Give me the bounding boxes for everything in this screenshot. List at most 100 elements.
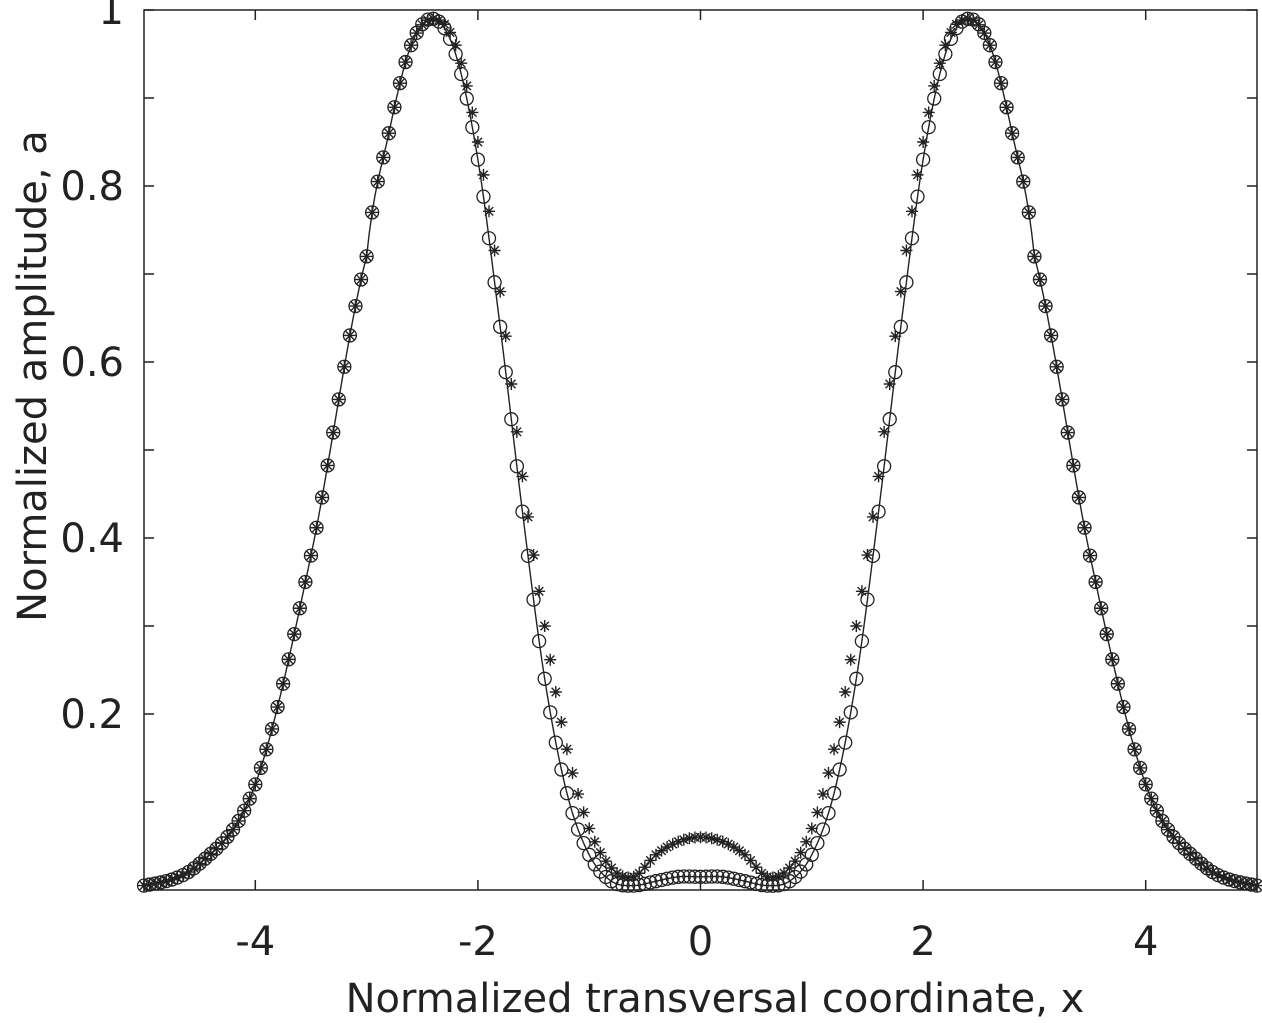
circle-marker <box>1144 791 1159 806</box>
star-marker <box>805 822 818 835</box>
star-marker <box>822 767 835 780</box>
circle-marker <box>470 152 486 167</box>
star-marker <box>494 285 507 298</box>
circle-marker <box>1088 574 1103 590</box>
star-marker <box>861 549 874 562</box>
circle-marker <box>403 38 419 53</box>
star-marker <box>928 79 941 92</box>
star-marker <box>193 857 206 870</box>
star-marker <box>572 788 585 801</box>
star-markers <box>138 12 1262 892</box>
star-marker <box>627 870 640 883</box>
circle-markers <box>136 11 1262 893</box>
star-marker <box>388 101 401 114</box>
star-marker <box>905 205 918 218</box>
star-marker <box>260 743 273 756</box>
circle-marker <box>376 150 391 165</box>
star-marker <box>360 250 373 263</box>
star-marker <box>510 425 523 438</box>
circle-marker <box>1110 676 1126 691</box>
circle-marker <box>1060 425 1075 440</box>
circle-marker <box>1132 760 1148 776</box>
circle-marker <box>1055 392 1070 407</box>
circle-marker <box>821 805 836 821</box>
star-marker <box>616 870 629 883</box>
star-marker <box>705 832 718 845</box>
star-marker <box>1195 857 1208 870</box>
tick-labels: -4 -2 0 2 4 0.2 0.4 0.6 0.8 1 <box>60 0 1158 965</box>
circle-marker <box>348 298 363 314</box>
circle-marker <box>737 874 753 889</box>
circle-marker <box>237 803 252 818</box>
x-tick-label: -2 <box>458 919 498 965</box>
y-axis-label: Normalized amplitude, a <box>10 130 56 622</box>
star-marker <box>649 848 662 861</box>
star-marker <box>560 743 573 756</box>
star-marker <box>160 875 173 888</box>
star-marker <box>1089 576 1102 589</box>
star-marker <box>855 585 868 598</box>
star-marker <box>471 136 484 148</box>
circle-marker <box>548 735 563 750</box>
star-marker <box>210 842 223 855</box>
star-marker <box>288 628 301 641</box>
star-marker <box>872 470 885 483</box>
circle-marker <box>899 275 914 290</box>
y-tick-label: 0.4 <box>60 516 124 562</box>
circle-marker <box>838 735 853 750</box>
star-marker <box>227 823 240 836</box>
circle-marker <box>314 490 330 505</box>
circle-marker <box>1004 126 1020 141</box>
x-tick-label: -4 <box>235 919 275 965</box>
circle-marker <box>531 633 547 649</box>
star-marker <box>811 806 824 819</box>
star-marker <box>444 26 457 39</box>
star-marker <box>789 855 802 868</box>
circle-marker <box>353 272 369 287</box>
circle-marker <box>270 699 285 715</box>
star-marker <box>1117 701 1130 714</box>
circle-marker <box>253 760 269 776</box>
star-marker <box>1223 873 1236 886</box>
circle-marker <box>292 601 307 616</box>
circle-marker <box>826 786 842 801</box>
circle-marker <box>1094 601 1109 616</box>
circle-marker <box>392 76 408 91</box>
star-marker <box>1161 823 1174 836</box>
plot-area <box>136 9 1262 893</box>
circle-marker <box>1105 652 1120 667</box>
circle-marker <box>893 319 908 334</box>
star-marker <box>644 854 657 867</box>
circle-marker <box>676 869 691 884</box>
star-marker <box>1167 830 1180 843</box>
star-marker <box>611 867 624 880</box>
star-marker <box>1234 876 1247 889</box>
star-marker <box>449 39 462 52</box>
star-marker <box>382 127 395 140</box>
x-tick-label: 0 <box>688 919 713 965</box>
star-marker <box>1173 837 1186 850</box>
star-marker <box>176 869 189 882</box>
star-marker <box>521 510 534 523</box>
circle-marker <box>1021 205 1036 220</box>
star-marker <box>265 722 278 735</box>
star-marker <box>850 620 863 632</box>
star-marker <box>377 151 390 164</box>
star-marker <box>983 39 996 52</box>
star-marker <box>844 653 857 666</box>
star-marker <box>327 426 340 439</box>
circle-marker <box>854 633 870 649</box>
star-marker <box>533 585 546 598</box>
circle-marker <box>749 876 764 892</box>
star-marker <box>956 14 969 27</box>
star-marker <box>950 18 963 31</box>
star-marker <box>661 841 674 854</box>
star-marker <box>204 847 217 860</box>
star-marker <box>1251 879 1262 892</box>
star-marker <box>711 833 724 846</box>
circle-marker <box>504 412 519 427</box>
circle-marker <box>1038 298 1053 314</box>
star-marker <box>149 877 162 890</box>
y-tick-label: 0.2 <box>60 692 124 738</box>
star-marker <box>777 867 790 880</box>
